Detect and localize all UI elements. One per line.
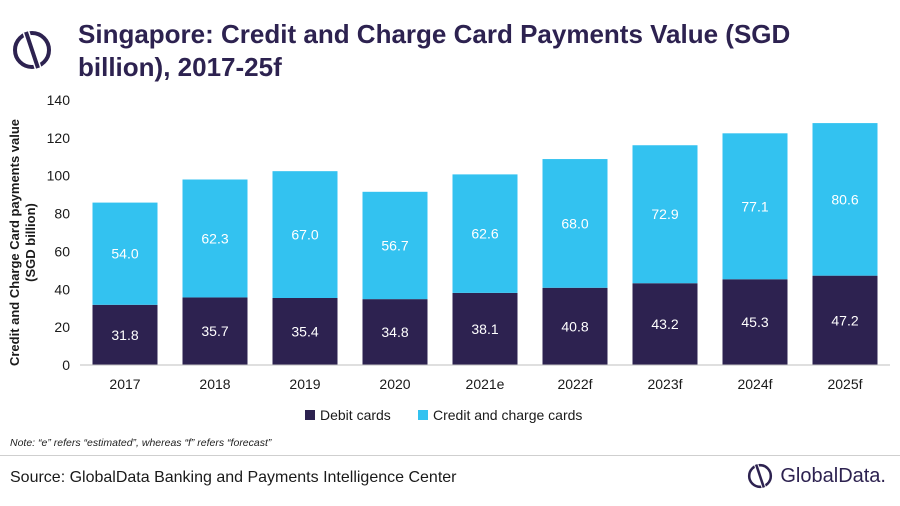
x-tick-label: 2024f — [737, 376, 772, 392]
bar-debit — [632, 283, 698, 365]
bar-data-label: 38.1 — [471, 321, 498, 337]
bar-data-label: 34.8 — [381, 324, 408, 340]
x-tick-label: 2025f — [827, 376, 862, 392]
y-tick-label: 80 — [54, 206, 70, 222]
footer-brand: GlobalData. — [746, 462, 886, 490]
legend-label: Debit cards — [320, 407, 391, 423]
x-tick-label: 2019 — [289, 376, 320, 392]
y-tick-label: 140 — [47, 92, 71, 108]
x-tick-label: 2020 — [379, 376, 410, 392]
bar-credit — [362, 191, 428, 300]
x-tick-label: 2018 — [199, 376, 230, 392]
bar-data-label: 80.6 — [831, 191, 858, 207]
y-tick-label: 100 — [47, 168, 71, 184]
globaldata-logo-icon — [13, 30, 51, 70]
legend-label: Credit and charge cards — [433, 407, 582, 423]
bar-debit — [182, 297, 248, 365]
bar-debit — [452, 292, 518, 365]
y-tick-label: 60 — [54, 243, 70, 259]
bar-debit — [362, 299, 428, 365]
bar-data-label: 62.6 — [471, 226, 498, 242]
bar-debit — [92, 304, 158, 365]
bar-data-label: 67.0 — [291, 227, 318, 243]
chart-title: Singapore: Credit and Charge Card Paymen… — [78, 19, 791, 82]
x-tick-label: 2021e — [466, 376, 505, 392]
stacked-bar-chart: 0 20 40 60 80 100 120 140 Credit and Charge Card… — [7, 92, 890, 423]
bar-data-label: 72.9 — [651, 206, 678, 222]
bar-data-label: 35.4 — [291, 323, 318, 339]
legend-swatch-credit — [418, 410, 428, 420]
y-tick-label: 40 — [54, 281, 70, 297]
bar-data-label: 54.0 — [111, 246, 138, 262]
bar-credit — [272, 171, 338, 298]
bar-debit — [722, 279, 788, 365]
bar-data-label: 43.2 — [651, 316, 678, 332]
bar-credit — [452, 174, 518, 293]
x-tick-label: 2017 — [109, 376, 140, 392]
bar-credit — [92, 202, 158, 305]
bar-credit — [182, 179, 248, 298]
bar-debit — [272, 297, 338, 365]
x-tick-label: 2023f — [647, 376, 682, 392]
y-tick-label: 20 — [54, 319, 70, 335]
bar-debit — [542, 287, 608, 365]
brand-name: GlobalData. — [780, 464, 886, 487]
bar-credit — [812, 123, 878, 276]
bar-data-label: 77.1 — [741, 198, 768, 214]
footer-divider — [0, 455, 900, 456]
x-tick-label: 2022f — [557, 376, 592, 392]
bar-data-label: 47.2 — [831, 312, 858, 328]
globaldata-logo-icon — [748, 463, 773, 489]
legend-swatch-debit — [305, 410, 315, 420]
bar-credit — [722, 133, 788, 280]
y-axis-title: Credit and Charge Card payments value(SG… — [7, 119, 38, 366]
bar-credit — [542, 159, 608, 288]
bar-debit — [812, 275, 878, 365]
bar-data-label: 35.7 — [201, 323, 228, 339]
y-tick-label: 120 — [47, 130, 71, 146]
bar-data-label: 68.0 — [561, 215, 588, 231]
footnote: Note: “e” refers “estimated”, whereas “f… — [10, 437, 272, 449]
source-text: Source: GlobalData Banking and Payments … — [10, 469, 457, 486]
bar-credit — [632, 145, 698, 284]
bar-data-label: 56.7 — [381, 237, 408, 253]
bar-data-label: 40.8 — [561, 318, 588, 334]
bar-data-label: 62.3 — [201, 230, 228, 246]
bar-data-label: 45.3 — [741, 314, 768, 330]
y-tick-label: 0 — [62, 357, 70, 373]
bar-data-label: 31.8 — [111, 327, 138, 343]
